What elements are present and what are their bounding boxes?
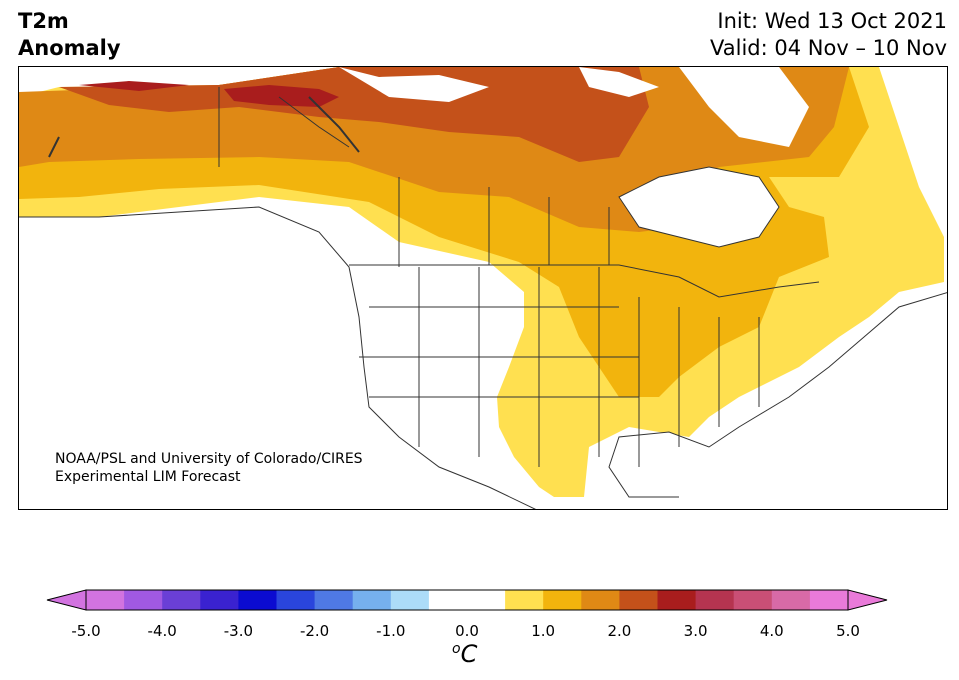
gulf-of-mexico (609, 432, 719, 497)
colorbar-over-arrow (847, 589, 888, 611)
colorbar-cell (467, 590, 506, 610)
colorbar-tick-label: 2.0 (607, 622, 632, 640)
colorbar-cell (200, 590, 239, 610)
colorbar-cell (162, 590, 201, 610)
credit-line-2: Experimental LIM Forecast (55, 469, 241, 485)
anomaly-band-red-2 (79, 81, 189, 91)
colorbar-cell (771, 590, 811, 610)
colorbar (46, 589, 888, 611)
colorbar-tick-label: 3.0 (683, 622, 708, 640)
anomaly-band-red (224, 85, 339, 107)
colorbar-under-arrow (46, 589, 87, 611)
colorbar-tick-label: -1.0 (376, 622, 406, 640)
arctic-water-2 (579, 67, 659, 97)
colorbar-tick-label: 0.0 (455, 622, 479, 640)
credit-line-1: NOAA/PSL and University of Colorado/CIRE… (55, 451, 363, 467)
colorbar-tick-label: -3.0 (223, 622, 254, 640)
colorbar-cell (314, 590, 354, 610)
colorbar-cell (733, 590, 773, 610)
colorbar-frame (85, 589, 849, 611)
colorbar-cell (86, 590, 125, 610)
atlantic-ocean (709, 292, 947, 509)
colorbar-cell (695, 590, 735, 610)
colorbar-tick-label: 4.0 (759, 622, 784, 640)
title-line-1: T2m (18, 9, 69, 33)
colorbar-cell (809, 590, 849, 610)
colorbar-cell (352, 590, 392, 610)
colorbar-tick-label: -2.0 (299, 622, 330, 640)
map-title: T2m Anomaly (18, 8, 121, 62)
colorbar-cell (543, 590, 582, 610)
colorbar-tick-label: 1.0 (531, 622, 556, 640)
pacific-ocean (19, 207, 535, 509)
colorbar-cell (657, 590, 697, 610)
colorbar-unit: oC (452, 640, 477, 668)
rivers (48, 96, 360, 158)
colorbar-cell (238, 590, 277, 610)
colorbar-tick-label: -4.0 (147, 622, 177, 640)
colorbar-cell (124, 590, 163, 610)
colorbar-cell (581, 590, 620, 610)
valid-range: Valid: 04 Nov – 10 Nov (710, 36, 947, 60)
anomaly-band-dark-orange (59, 67, 649, 162)
colorbar-cell (428, 590, 468, 610)
greenland-water (679, 67, 809, 147)
map-svg (19, 67, 947, 509)
degree-symbol: o (452, 641, 461, 657)
init-date: Init: Wed 13 Oct 2021 (717, 9, 947, 33)
colorbar-cell (505, 590, 544, 610)
colorbar-cell (390, 590, 430, 610)
title-line-2: Anomaly (18, 36, 121, 60)
map-borders (19, 87, 947, 509)
hudson-bay (619, 167, 779, 247)
anomaly-map (18, 66, 948, 510)
colorbar-tick-label: 5.0 (836, 622, 860, 640)
forecast-dates: Init: Wed 13 Oct 2021 Valid: 04 Nov – 10… (710, 8, 947, 62)
colorbar-cell (619, 590, 658, 610)
colorbar-cells (86, 590, 849, 610)
data-credit: NOAA/PSL and University of Colorado/CIRE… (55, 450, 363, 486)
colorbar-cell (276, 590, 316, 610)
arctic-water-1 (339, 67, 489, 102)
unit-letter: C (460, 640, 478, 668)
colorbar-tick-label: -5.0 (71, 622, 101, 640)
